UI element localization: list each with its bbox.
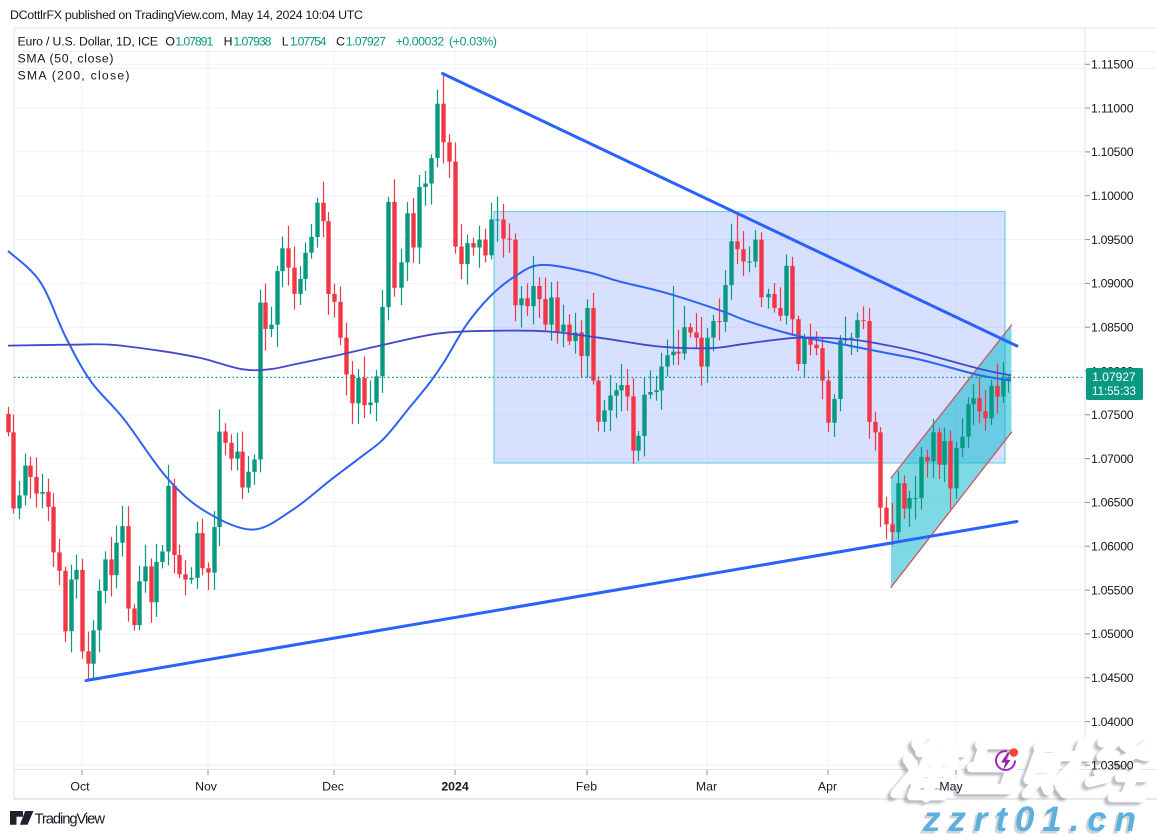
svg-text:1.07500: 1.07500: [1091, 408, 1134, 422]
svg-text:1.07927: 1.07927: [1092, 370, 1136, 384]
svg-text:1.03500: 1.03500: [1091, 759, 1134, 773]
svg-text:1.11500: 1.11500: [1091, 58, 1134, 72]
svg-text:1.06000: 1.06000: [1091, 540, 1134, 554]
svg-text:Dec: Dec: [322, 780, 344, 794]
svg-text:2024: 2024: [441, 780, 469, 794]
svg-text:SMA (200, close): SMA (200, close): [18, 69, 130, 83]
svg-text:1.07891: 1.07891: [175, 35, 213, 49]
svg-text:Mar: Mar: [696, 780, 717, 794]
svg-text:H: H: [224, 35, 233, 49]
svg-text:1.04000: 1.04000: [1091, 715, 1134, 729]
svg-text:1.04500: 1.04500: [1091, 671, 1134, 685]
svg-text:1.07000: 1.07000: [1091, 452, 1134, 466]
svg-text:1.05500: 1.05500: [1091, 583, 1134, 597]
svg-text:1.08500: 1.08500: [1091, 321, 1134, 335]
svg-text:1.09000: 1.09000: [1091, 277, 1134, 291]
svg-text:1.07927: 1.07927: [346, 35, 386, 49]
svg-text:11:55:33: 11:55:33: [1092, 386, 1136, 398]
svg-text:1.11000: 1.11000: [1091, 101, 1134, 115]
svg-text:zzrt01.cn: zzrt01.cn: [922, 800, 1144, 836]
svg-text:SMA (50, close): SMA (50, close): [18, 52, 114, 66]
svg-text:zzrt01.cn: zzrt01.cn: [920, 803, 1142, 836]
svg-text:+0.00032: +0.00032: [396, 35, 445, 49]
svg-text:DCottlrFX published on Trading: DCottlrFX published on TradingView.com, …: [10, 8, 363, 22]
svg-text:1.10000: 1.10000: [1091, 189, 1134, 203]
svg-text:1.07754: 1.07754: [290, 35, 327, 49]
svg-text:Oct: Oct: [70, 780, 90, 794]
svg-text:Feb: Feb: [576, 780, 597, 794]
svg-text:May: May: [939, 780, 963, 794]
svg-text:1.05000: 1.05000: [1091, 627, 1134, 641]
svg-text:Nov: Nov: [195, 780, 218, 794]
svg-text:1.07938: 1.07938: [233, 35, 271, 49]
svg-text:O: O: [165, 35, 175, 49]
svg-text:1.10500: 1.10500: [1091, 145, 1134, 159]
svg-text:C: C: [336, 35, 345, 49]
svg-text:Apr: Apr: [818, 780, 837, 794]
svg-text:(+0.03%): (+0.03%): [449, 35, 497, 49]
svg-text:Euro / U.S. Dollar, 1D, ICE: Euro / U.S. Dollar, 1D, ICE: [18, 35, 159, 49]
svg-text:1.06500: 1.06500: [1091, 496, 1134, 510]
svg-text:TradingView: TradingView: [35, 812, 106, 828]
svg-text:1.09500: 1.09500: [1091, 233, 1134, 247]
svg-text:L: L: [282, 35, 289, 49]
